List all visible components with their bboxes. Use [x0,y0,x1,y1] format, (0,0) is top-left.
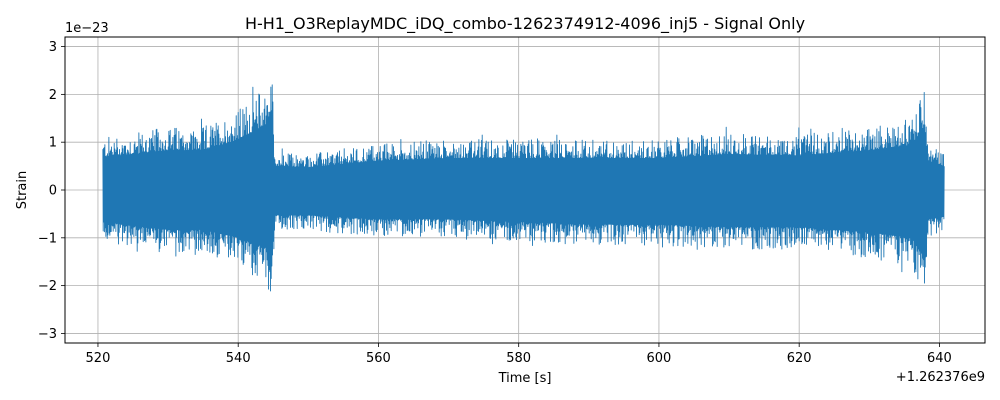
x-tick-label: 580 [506,351,531,366]
x-tick-label: 600 [647,351,672,366]
y-tick-label: 2 [49,88,57,103]
x-axis-offset-label: +1.262376e9 [896,370,985,385]
y-tick-label: 1 [49,136,57,151]
x-tick-label: 620 [787,351,812,366]
plot-data [102,84,945,292]
chart-title: H-H1_O3ReplayMDC_iDQ_combo-1262374912-40… [245,14,805,34]
y-tick-label: 3 [49,40,57,55]
y-tick-label: −3 [38,327,57,342]
x-tick-label: 520 [86,351,111,366]
y-tick-label: −1 [38,231,57,246]
strain-series-line [102,84,945,292]
x-axis-label: Time [s] [498,371,552,386]
x-tick-label: 560 [366,351,391,366]
x-tick-label: 640 [927,351,952,366]
y-tick-label: −2 [38,279,57,294]
y-axis-scale-label: 1e−23 [65,21,109,36]
y-axis-label: Strain [15,171,30,210]
axis-ticks: 520 540 560 580 600 620 640 −3 −2 −1 0 1 2 3 [38,40,952,366]
x-tick-label: 540 [226,351,251,366]
y-tick-label: 0 [49,184,57,199]
